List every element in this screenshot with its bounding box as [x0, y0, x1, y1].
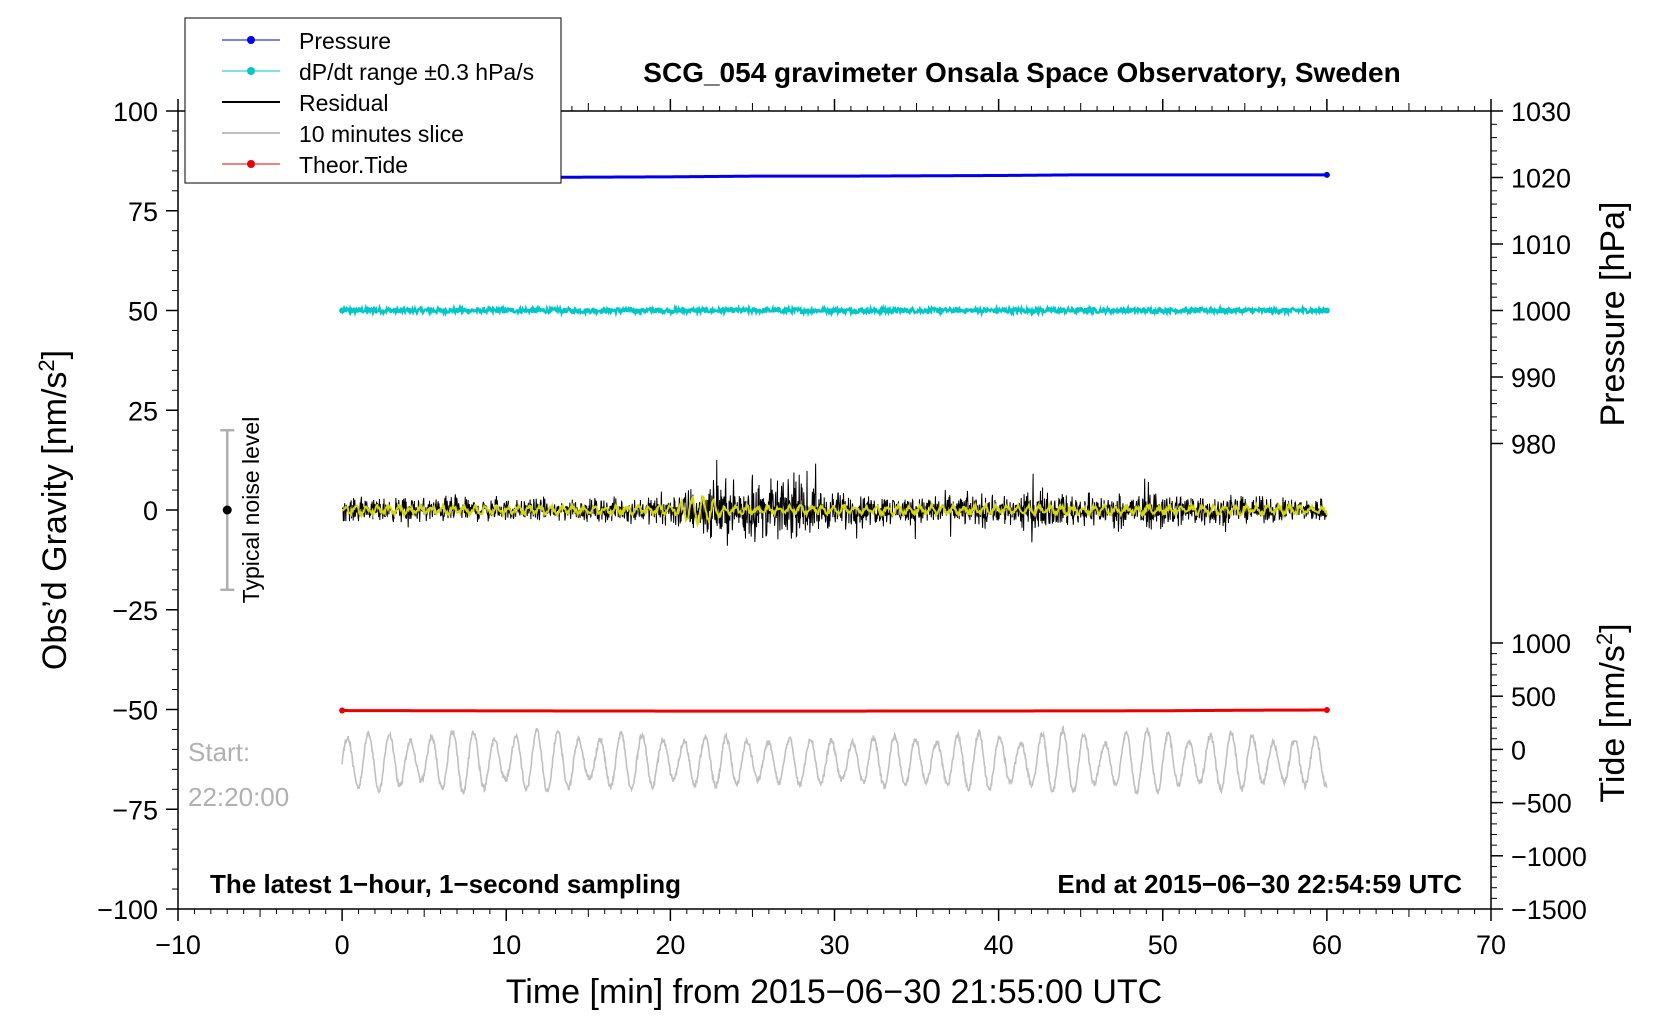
series-slice-line	[341, 725, 1328, 795]
ticks-layer: −10 0 10 20 30 40 50 60 70−100−75−50−25025507510…	[97, 97, 1587, 960]
tide-tick-label: 500	[1511, 682, 1556, 712]
tide-tick-label: −1000	[1511, 842, 1587, 872]
x-tick-label: 70	[1476, 930, 1506, 960]
y-axis-label-end: ]	[36, 350, 74, 359]
series-pressure-end-point	[1323, 171, 1330, 178]
y-axis-label-sup: 2	[34, 359, 59, 371]
noise-bar-group: Typical noise level	[220, 417, 264, 604]
chart-title: SCG_054 gravimeter Onsala Space Observat…	[643, 57, 1400, 88]
legend-box	[184, 17, 562, 184]
bottom-left-annotation: The latest 1−hour, 1−second sampling	[210, 869, 681, 899]
series-dpdt-line	[340, 303, 1328, 318]
tide-tick-label: −500	[1511, 789, 1572, 819]
legend: Pressure dP/dt range ±0.3 hPa/s Residual…	[184, 17, 562, 184]
series-tide-line	[342, 708, 1327, 713]
y-tick-label: 75	[128, 197, 158, 227]
pressure-tick-label: 980	[1511, 429, 1556, 459]
y-tick-label: 0	[143, 496, 158, 526]
bottom-right-annotation: End at 2015−06−30 22:54:59 UTC	[1057, 869, 1462, 899]
legend-marker-tide	[247, 160, 255, 168]
series-tide-start-point	[339, 707, 346, 714]
pressure-tick-label: 1000	[1511, 296, 1571, 326]
legend-marker-pressure	[247, 36, 255, 44]
y-tick-label: 100	[113, 97, 158, 127]
x-axis-label: Time [min] from 2015−06−30 21:55:00 UTC	[506, 973, 1162, 1011]
pressure-axis-label: Pressure [hPa]	[1594, 202, 1632, 427]
x-tick-label: 40	[984, 930, 1014, 960]
x-tick-label: 10	[491, 930, 521, 960]
pressure-tick-label: 1020	[1511, 163, 1571, 193]
series-dpdt-start-point	[339, 307, 346, 314]
y-axis-label: Obs’d Gravity [nm/s2]	[34, 350, 75, 670]
series-residual-line	[341, 459, 1328, 546]
x-tick-label: 0	[335, 930, 350, 960]
x-tick-label: 50	[1148, 930, 1178, 960]
series-tide-end-point	[1323, 707, 1330, 714]
legend-entry-slice: 10 minutes slice	[222, 121, 464, 147]
legend-label-tide: Theor.Tide	[299, 152, 408, 178]
y-axis-label-main: Obs’d Gravity [nm/s	[36, 372, 74, 671]
legend-label-pressure: Pressure	[299, 28, 391, 54]
y-tick-label: −75	[112, 795, 158, 825]
x-tick-label: 30	[819, 930, 849, 960]
pressure-tick-label: 1030	[1511, 97, 1571, 127]
legend-marker-dpdt	[247, 67, 255, 75]
legend-entry-tide: Theor.Tide	[222, 152, 408, 178]
pressure-tick-label: 990	[1511, 363, 1556, 393]
y-tick-label: −50	[112, 696, 158, 726]
x-tick-label: −10	[155, 930, 201, 960]
series-dpdt-end-point	[1323, 307, 1330, 314]
series-layer	[339, 171, 1330, 795]
noise-bar-center-point	[222, 505, 232, 515]
series-residual-filtered-line	[341, 494, 1328, 528]
tide-axis-label-end: ]	[1594, 623, 1632, 632]
pressure-tick-label: 1010	[1511, 230, 1571, 260]
legend-entry-residual: Residual	[222, 90, 389, 116]
tide-tick-label: −1500	[1511, 895, 1587, 925]
start-time: 22:20:00	[188, 782, 289, 812]
tide-axis-label-sup: 2	[1592, 633, 1617, 645]
start-label: Start:	[188, 737, 250, 767]
tide-axis-label-main: Tide [nm/s	[1594, 645, 1632, 802]
legend-label-dpdt: dP/dt range ±0.3 hPa/s	[299, 59, 534, 85]
y-tick-label: 25	[128, 396, 158, 426]
x-tick-label: 20	[655, 930, 685, 960]
tide-axis-label: Tide [nm/s2]	[1592, 623, 1633, 802]
noise-bar-label: Typical noise level	[238, 417, 264, 604]
tide-tick-label: 0	[1511, 735, 1526, 765]
y-tick-label: −100	[97, 895, 158, 925]
x-tick-label: 60	[1312, 930, 1342, 960]
y-tick-label: 50	[128, 297, 158, 327]
tide-tick-label: 1000	[1511, 629, 1571, 659]
legend-entry-pressure: Pressure	[222, 28, 391, 54]
legend-label-residual: Residual	[299, 90, 389, 116]
y-tick-label: −25	[112, 596, 158, 626]
legend-entry-dpdt: dP/dt range ±0.3 hPa/s	[222, 59, 534, 85]
legend-label-slice: 10 minutes slice	[299, 121, 464, 147]
